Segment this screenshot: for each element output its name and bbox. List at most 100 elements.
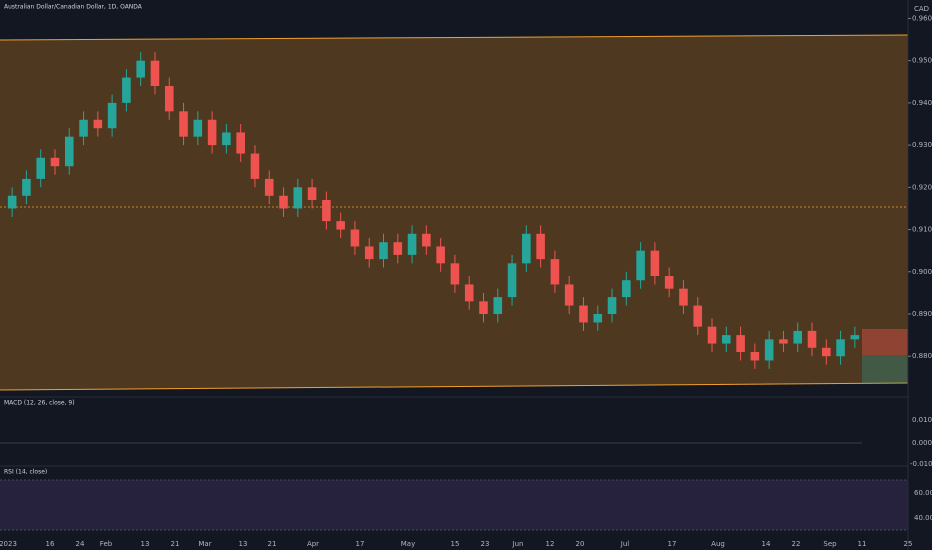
candle-body <box>64 136 74 167</box>
channel-top <box>0 34 909 41</box>
candle-body <box>193 119 203 137</box>
candle-body <box>736 335 745 352</box>
candle-body <box>693 305 703 327</box>
candle-body <box>622 280 631 298</box>
y-tick-label: 0.90000 <box>912 268 932 276</box>
candle-body <box>536 233 545 260</box>
x-tick-label: Jul <box>620 540 630 548</box>
candle-body <box>164 86 174 112</box>
candle-body <box>407 233 417 255</box>
candle-body <box>336 221 345 230</box>
macd-tick: -0.01000 <box>910 460 932 468</box>
x-tick-label: 12 <box>546 540 555 548</box>
candle-body <box>293 187 303 209</box>
macd-label: MACD (12, 26, close, 9) <box>4 400 75 407</box>
x-tick-label: 20 <box>576 540 585 548</box>
candle-body <box>664 276 674 289</box>
candle-body <box>279 195 288 209</box>
channel <box>0 35 908 390</box>
candle-body <box>764 339 774 361</box>
x-tick-label: 24 <box>76 540 85 548</box>
candle-body <box>79 119 88 137</box>
x-tick-label: 21 <box>171 540 180 548</box>
y-tick-label: 0.96000 <box>912 14 932 22</box>
x-tick-label: 16 <box>46 540 55 548</box>
x-tick-label: Apr <box>307 540 319 548</box>
candle-body <box>779 339 788 344</box>
candle-body <box>722 335 731 344</box>
symbol-title: Australian Dollar/Canadian Dollar, 1D, O… <box>4 4 143 11</box>
candle-body <box>450 263 460 285</box>
candle-body <box>836 339 845 357</box>
candle-body <box>464 284 474 302</box>
x-tick-label: 17 <box>356 540 365 548</box>
candle-body <box>593 314 603 323</box>
candle-body <box>93 119 103 129</box>
x-tick-label: 11 <box>858 540 867 548</box>
short-target-zone <box>862 355 908 383</box>
candle-body <box>822 347 831 357</box>
x-tick-label: Mar <box>198 540 211 548</box>
y-tick-label: 0.93000 <box>912 141 932 149</box>
candle-body <box>222 132 231 146</box>
candle-body <box>22 178 31 196</box>
x-tick-label: Feb <box>100 540 113 548</box>
y-tick-label: 0.88000 <box>912 352 932 360</box>
candle-body <box>807 330 817 348</box>
currency: CAD <box>914 5 929 13</box>
candle-body <box>707 326 717 344</box>
macd-tick: 0.01000 <box>912 416 932 424</box>
x-tick-label: Aug <box>711 540 725 548</box>
candle-body <box>150 60 160 86</box>
candle-body <box>522 233 531 264</box>
short-risk-zone <box>862 329 908 355</box>
rsi-tick: 60.00 <box>914 489 932 497</box>
candle-body <box>850 335 860 340</box>
candle-body <box>36 157 45 179</box>
candle-body <box>579 305 588 323</box>
y-tick-label: 0.89000 <box>912 310 932 318</box>
candle-body <box>179 111 188 137</box>
x-tick-label: 2023 <box>0 540 17 548</box>
candle-body <box>550 259 560 285</box>
candle-body <box>50 157 60 167</box>
x-tick-label: 15 <box>451 540 460 548</box>
candle-body <box>436 246 445 264</box>
candle-body <box>793 330 803 344</box>
candle-body <box>750 352 760 361</box>
y-tick-label: 0.95000 <box>912 57 932 65</box>
rsi-label: RSI (14, close) <box>4 469 47 476</box>
candle-body <box>322 200 331 222</box>
candle-body <box>307 187 317 200</box>
candle-body <box>250 153 260 179</box>
x-tick-label: 13 <box>141 540 150 548</box>
candle-body <box>107 102 117 129</box>
x-tick-label: May <box>401 540 415 548</box>
x-tick-label: Sep <box>823 540 837 548</box>
candle-body <box>479 301 488 314</box>
candle-body <box>350 229 360 247</box>
y-tick-label: 0.92000 <box>912 183 932 191</box>
x-tick-label: 23 <box>481 540 490 548</box>
x-tick-label: 14 <box>762 540 771 548</box>
y-tick-label: 0.91000 <box>912 226 932 234</box>
macd-tick: 0.00000 <box>912 439 932 447</box>
candle-body <box>364 246 374 260</box>
x-tick-label: 22 <box>792 540 801 548</box>
candle-body <box>507 263 517 298</box>
candle-body <box>493 297 503 314</box>
candle-body <box>422 233 431 247</box>
candle-body <box>607 297 617 314</box>
x-tick-label: 13 <box>239 540 248 548</box>
y-tick-label: 0.94000 <box>912 99 932 107</box>
channel-bottom <box>0 382 909 391</box>
candle-body <box>264 178 274 196</box>
candle-body <box>207 119 217 146</box>
x-tick-label: 25 <box>904 540 913 548</box>
x-tick-label: 17 <box>668 540 677 548</box>
candle-body <box>650 250 660 276</box>
candle-body <box>236 132 245 154</box>
x-tick-label: 21 <box>268 540 277 548</box>
candle-body <box>679 288 688 306</box>
rsi-tick: 40.00 <box>914 514 932 522</box>
